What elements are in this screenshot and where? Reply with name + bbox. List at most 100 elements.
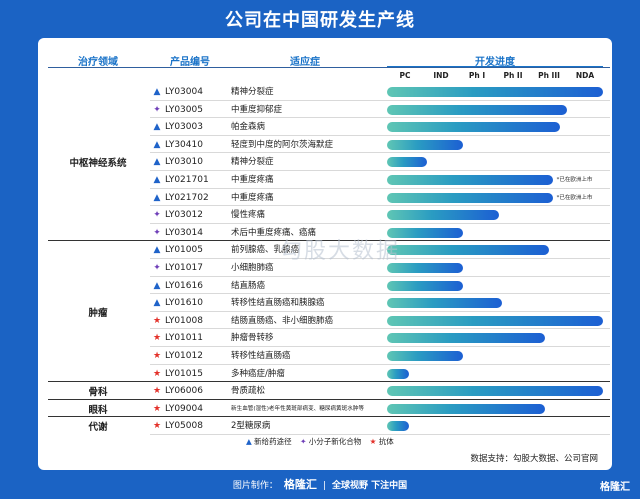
pipeline-row: ▲ LY03003 帕金森病 (38, 118, 612, 136)
indication: 小细胞肺癌 (231, 263, 274, 273)
progress-bar (387, 298, 503, 309)
footer: 图片制作： 格隆汇 | 全球视野 下注中国 (232, 478, 408, 491)
triangle-marker-icon: ▲ (153, 87, 161, 97)
area-label: 代谢 (88, 422, 108, 434)
indication: 结肠直肠癌、非小细胞肺癌 (231, 315, 334, 326)
product-code: LY01011 (165, 333, 203, 344)
row-divider (150, 205, 610, 207)
watermark: 勾股大数据 (280, 239, 401, 264)
progress-bar (387, 421, 409, 432)
progress-bar (387, 122, 560, 133)
product-code: LY021701 (165, 175, 209, 185)
product-code: LY06006 (165, 386, 203, 397)
row-divider (150, 328, 610, 330)
progress-bar (387, 315, 603, 326)
indication: 精神分裂症 (231, 87, 274, 97)
pipeline-row: ✦ LY01017 小细胞肺癌 (38, 259, 612, 277)
progress-bar (387, 157, 427, 168)
product-code: LY03004 (165, 87, 203, 97)
row-divider (150, 134, 610, 136)
progress-bar (387, 175, 553, 185)
progress-bar (387, 227, 463, 238)
area-label: 肿瘤 (88, 307, 108, 319)
triangle-marker-icon: ▲ (153, 280, 161, 291)
pipeline-row: ▲ LY03004 精神分裂症 (38, 83, 612, 101)
row-divider (150, 99, 610, 101)
product-code: LY01015 (165, 368, 203, 379)
diamond-marker-icon: ✦ (153, 104, 161, 115)
progress-bar (387, 351, 463, 361)
product-code: LY30410 (165, 139, 203, 150)
pipeline-panel: 治疗领域 产品编号 适应症 开发进度 PC IND Ph I Ph II Ph III N… (38, 38, 612, 470)
footer-prefix: 图片制作： (232, 481, 278, 491)
product-code: LY03010 (165, 157, 203, 168)
pipeline-row: ▲ LY01616 结直肠癌 (38, 277, 612, 295)
product-code: LY01012 (165, 351, 203, 361)
progress-bar (387, 403, 546, 414)
pipeline-row: ▲ LY01610 转移性结直肠癌和胰腺癌 (38, 294, 612, 312)
pipeline-row: ★ LY01008 结肠直肠癌、非小细胞肺癌 (38, 312, 612, 330)
triangle-marker-icon: ▲ (153, 192, 161, 203)
row-divider (150, 187, 610, 189)
footer-slogan: 全球视野 下注中国 (331, 481, 408, 491)
indication: 慢性疼痛 (231, 210, 266, 221)
star-marker-icon: ★ (152, 386, 162, 397)
pipeline-row: ★ LY01011 肿瘤骨转移 (38, 329, 612, 347)
indication: 术后中重度疼痛、癌痛 (231, 227, 317, 238)
stage-label: Ph II (503, 71, 523, 80)
indication: 轻度到中度的阿尔茨海默症 (231, 139, 334, 150)
triangle-marker-icon: ▲ (153, 157, 161, 168)
row-divider (150, 152, 610, 154)
indication: 新生血管(湿性)老年性黄斑部病变、糖尿病黄斑水肿等 (231, 405, 365, 412)
area-label: 眼科 (88, 404, 108, 416)
header-progress: 开发进度 (475, 57, 515, 68)
diamond-marker-icon: ✦ (153, 227, 161, 238)
row-divider (150, 363, 610, 365)
stage-label: IND (433, 71, 449, 80)
triangle-marker-icon: ▲ (153, 298, 161, 309)
legend-star: ★ 抗体 (369, 437, 394, 446)
triangle-marker-icon: ▲ (153, 175, 161, 185)
progress-note: *已在欧洲上市 (556, 194, 593, 201)
product-code: LY01005 (165, 245, 203, 256)
star-marker-icon: ★ (152, 351, 162, 361)
pipeline-row: ▲ LY021702 中重度疼痛 *已在欧洲上市 (38, 189, 612, 207)
header-code: 产品编号 (170, 57, 210, 68)
product-code: LY03012 (165, 210, 203, 221)
indication: 转移性结直肠癌 (231, 351, 291, 361)
indication: 2型糖尿病 (231, 421, 271, 432)
product-code: LY03014 (165, 227, 203, 238)
area-label: 骨科 (88, 387, 108, 398)
group-divider (48, 416, 610, 418)
pipeline-row: ★ LY01012 转移性结直肠癌 (38, 347, 612, 365)
star-marker-icon: ★ (152, 333, 162, 344)
star-marker-icon: ★ (152, 403, 162, 414)
pipeline-row: ▲ LY30410 轻度到中度的阿尔茨海默症 (38, 136, 612, 154)
indication: 精神分裂症 (231, 157, 274, 168)
indication: 中重度疼痛 (231, 192, 274, 203)
progress-rule (387, 66, 603, 67)
progress-bar (387, 386, 603, 397)
progress-bar (387, 139, 463, 150)
indication: 中重度疼痛 (231, 175, 274, 185)
corner-logo: 格隆汇 (600, 482, 630, 493)
row-divider (150, 345, 610, 347)
pipeline-row: ▲ LY03010 精神分裂症 (38, 153, 612, 171)
progress-bar (387, 192, 553, 203)
pipeline-row: ✦ LY03012 慢性疼痛 (38, 206, 612, 224)
indication: 帕金森病 (231, 122, 266, 133)
product-code: LY01008 (165, 315, 203, 326)
pipeline-row: ★ LY05008 2型糖尿病 (38, 417, 612, 435)
progress-bar (387, 210, 499, 221)
star-marker-icon: ★ (152, 315, 162, 326)
header-rule (48, 67, 610, 68)
indication: 骨质疏松 (231, 386, 266, 397)
pipeline-row: ▲ LY01005 前列腺癌、乳腺癌 (38, 241, 612, 259)
pipeline-row: ✦ LY03005 中重度抑郁症 (38, 101, 612, 119)
legend: ▲ 新给药途径 ✦ 小分子新化合物 ★ 抗体 (246, 436, 400, 447)
stage-label: Ph I (468, 71, 486, 80)
footer-logo: 格隆汇 (283, 478, 317, 491)
indication: 结直肠癌 (231, 280, 266, 291)
progress-bar (387, 104, 567, 115)
row-divider (150, 310, 610, 312)
